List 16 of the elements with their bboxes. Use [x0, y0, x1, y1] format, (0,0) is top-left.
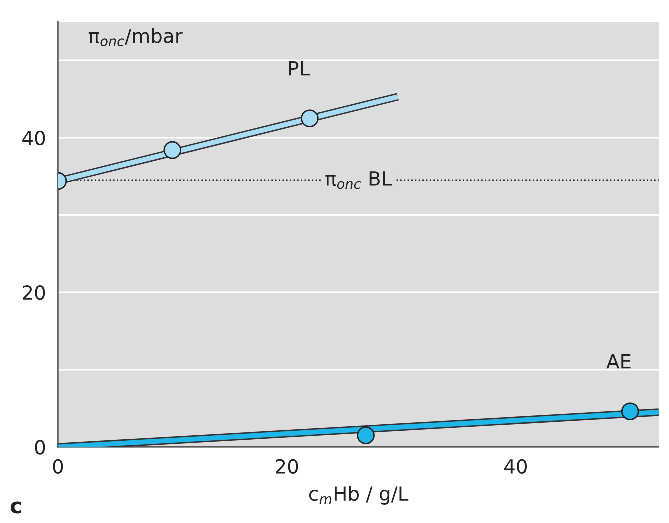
- series-label: AE: [606, 354, 631, 369]
- point: [301, 110, 319, 128]
- point: [164, 141, 182, 160]
- x-tick-label: 20: [276, 459, 298, 474]
- x-axis-title: c$_{m}$Hb / g/L: [309, 486, 409, 505]
- y-tick-label: 20: [23, 286, 46, 300]
- ref-line-label: π$_{onc}$ BL: [326, 172, 392, 190]
- y-tick-label: 0: [35, 440, 46, 455]
- series-label: PL: [289, 61, 310, 76]
- text: c: [10, 502, 21, 514]
- x-tick-label: 40: [504, 459, 528, 474]
- point: [357, 426, 375, 444]
- y-tick-label: 40: [22, 130, 46, 146]
- point: [621, 402, 640, 421]
- x-tick-label: 0: [53, 459, 64, 474]
- y-axis-title: π$_{onc}$/mbar: [88, 28, 183, 46]
